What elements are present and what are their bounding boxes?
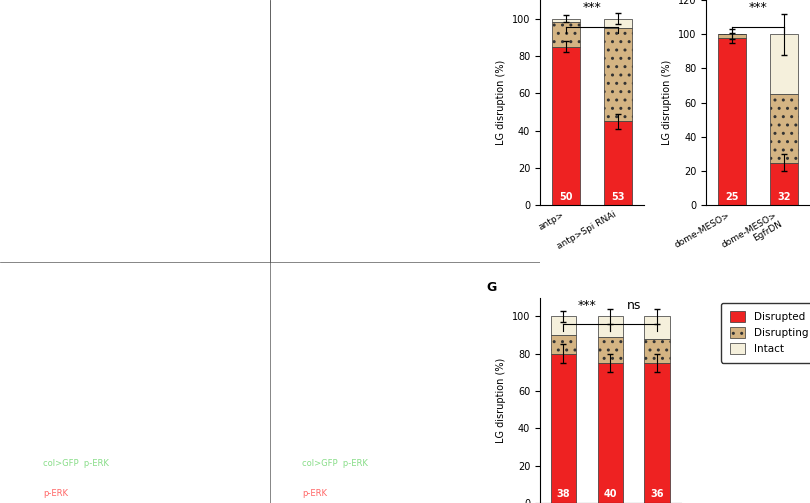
Text: ***: *** — [582, 2, 601, 15]
Bar — [603, 28, 632, 121]
Bar — [603, 121, 632, 205]
Text: B': B' — [411, 116, 422, 126]
Bar — [645, 363, 671, 503]
Bar — [770, 34, 799, 94]
Bar — [603, 19, 632, 28]
Text: 32: 32 — [778, 192, 791, 202]
Text: 25: 25 — [726, 192, 739, 202]
Text: p-ERK: p-ERK — [302, 489, 327, 498]
Bar — [598, 337, 624, 363]
Bar — [551, 316, 577, 335]
Text: B'': B'' — [411, 221, 425, 231]
Text: wt: wt — [247, 30, 259, 40]
Bar — [552, 23, 580, 47]
Bar — [551, 354, 577, 503]
Text: wt: wt — [388, 30, 399, 40]
Text: A': A' — [275, 116, 288, 126]
Text: p-ERK: p-ERK — [43, 489, 68, 498]
Text: col>GFP  p-ERK: col>GFP p-ERK — [302, 459, 369, 468]
Bar — [551, 335, 577, 354]
Bar — [598, 316, 624, 337]
Text: ***: *** — [578, 299, 596, 312]
Legend: Disrupted, Disrupting, Intact: Disrupted, Disrupting, Intact — [721, 303, 810, 363]
Y-axis label: LG disruption (%): LG disruption (%) — [663, 60, 672, 145]
Bar — [645, 316, 671, 339]
Y-axis label: LG disruption (%): LG disruption (%) — [497, 358, 506, 443]
Text: A'': A'' — [275, 221, 291, 231]
Text: 6H post parasitism: 6H post parasitism — [346, 15, 464, 25]
Text: 53: 53 — [611, 192, 625, 202]
Text: Dif¹: Dif¹ — [512, 282, 529, 292]
Text: B: B — [281, 30, 289, 40]
Text: No parasitism: No parasitism — [92, 15, 178, 25]
Bar — [770, 94, 799, 162]
Text: E: E — [11, 282, 19, 292]
Text: A: A — [11, 30, 19, 40]
Text: F: F — [281, 282, 288, 292]
Text: wt: wt — [247, 282, 259, 292]
Text: 36: 36 — [650, 489, 664, 499]
Text: 50: 50 — [559, 192, 573, 202]
Bar — [770, 162, 799, 205]
Text: col>GFP  p-ERK: col>GFP p-ERK — [43, 459, 109, 468]
Bar — [718, 34, 746, 38]
Bar — [718, 38, 746, 205]
Bar — [552, 19, 580, 23]
Text: ns: ns — [627, 299, 641, 312]
Bar — [552, 47, 580, 205]
Text: 40: 40 — [603, 489, 617, 499]
Text: G: G — [487, 281, 497, 294]
Y-axis label: LG disruption (%): LG disruption (%) — [497, 60, 506, 145]
Text: 38: 38 — [556, 489, 570, 499]
Bar — [598, 363, 624, 503]
Bar — [645, 339, 671, 363]
Text: ***: *** — [748, 2, 767, 15]
